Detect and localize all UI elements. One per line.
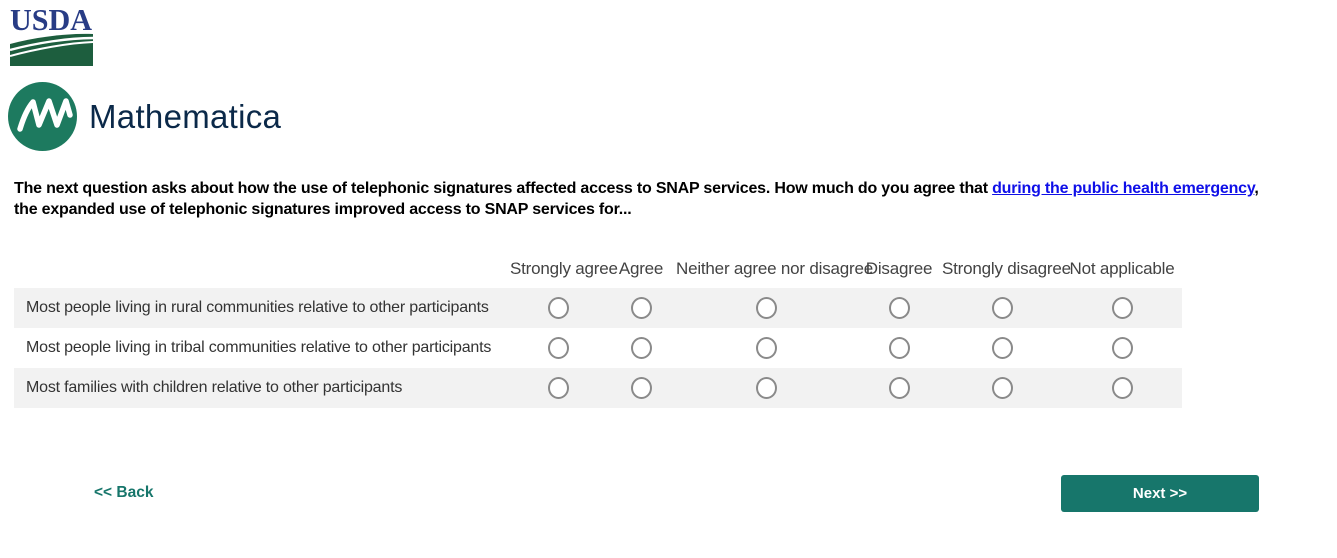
column-header-disagree: Disagree xyxy=(865,259,933,278)
question-before-link: The next question asks about how the use… xyxy=(14,180,993,197)
row-label-rural: Most people living in rural communities … xyxy=(26,299,489,316)
usda-logo: USDA xyxy=(10,4,93,66)
radio-tribal-disagree[interactable] xyxy=(888,337,910,359)
column-header-neither: Neither agree nor disagree xyxy=(676,259,874,278)
radio-rural-disagree[interactable] xyxy=(888,297,910,319)
radio-rural-strongly-disagree[interactable] xyxy=(991,297,1013,319)
column-header-strongly-agree: Strongly agree xyxy=(510,259,618,278)
radio-families-agree[interactable] xyxy=(630,377,652,399)
radio-families-strongly-disagree[interactable] xyxy=(991,377,1013,399)
row-label-families: Most families with children relative to … xyxy=(26,379,403,396)
mathematica-logo: Mathematica xyxy=(8,82,281,151)
matrix-header-row: Strongly agree Agree Neither agree nor d… xyxy=(14,250,1182,288)
radio-families-disagree[interactable] xyxy=(888,377,910,399)
public-health-emergency-link[interactable]: during the public health emergency xyxy=(992,180,1255,197)
usda-field-shape xyxy=(10,33,93,66)
radio-rural-agree[interactable] xyxy=(630,297,652,319)
table-row-tribal: Most people living in tribal communities… xyxy=(14,328,1182,368)
radio-rural-not-applicable[interactable] xyxy=(1111,297,1133,319)
question-after-link: , the expanded use of telephonic signatu… xyxy=(14,180,1259,218)
back-link[interactable]: << Back xyxy=(94,484,154,501)
radio-tribal-neither[interactable] xyxy=(755,337,777,359)
usda-field-line xyxy=(10,41,93,57)
radio-tribal-not-applicable[interactable] xyxy=(1111,337,1133,359)
radio-tribal-strongly-disagree[interactable] xyxy=(991,337,1013,359)
radio-tribal-strongly-agree[interactable] xyxy=(547,337,569,359)
radio-families-not-applicable[interactable] xyxy=(1111,377,1133,399)
agreement-matrix-table: Strongly agree Agree Neither agree nor d… xyxy=(14,250,1182,408)
column-header-agree: Agree xyxy=(618,259,664,278)
radio-families-strongly-agree[interactable] xyxy=(547,377,569,399)
column-header-not-applicable: Not applicable xyxy=(1069,259,1175,278)
table-row-families: Most families with children relative to … xyxy=(14,368,1182,408)
next-button[interactable]: Next >> xyxy=(1061,475,1259,512)
matrix-header-empty xyxy=(14,250,510,288)
radio-families-neither[interactable] xyxy=(755,377,777,399)
row-label-tribal: Most people living in tribal communities… xyxy=(26,339,492,356)
table-row-rural: Most people living in rural communities … xyxy=(14,288,1182,328)
column-header-strongly-disagree: Strongly disagree xyxy=(942,259,1071,278)
usda-field-line xyxy=(10,36,93,52)
usda-logo-text: USDA xyxy=(10,4,93,37)
radio-rural-strongly-agree[interactable] xyxy=(547,297,569,319)
question-text: The next question asks about how the use… xyxy=(14,178,1276,220)
radio-tribal-agree[interactable] xyxy=(630,337,652,359)
radio-rural-neither[interactable] xyxy=(755,297,777,319)
mathematica-m-icon xyxy=(8,82,77,151)
mathematica-wordmark: Mathematica xyxy=(89,97,282,135)
